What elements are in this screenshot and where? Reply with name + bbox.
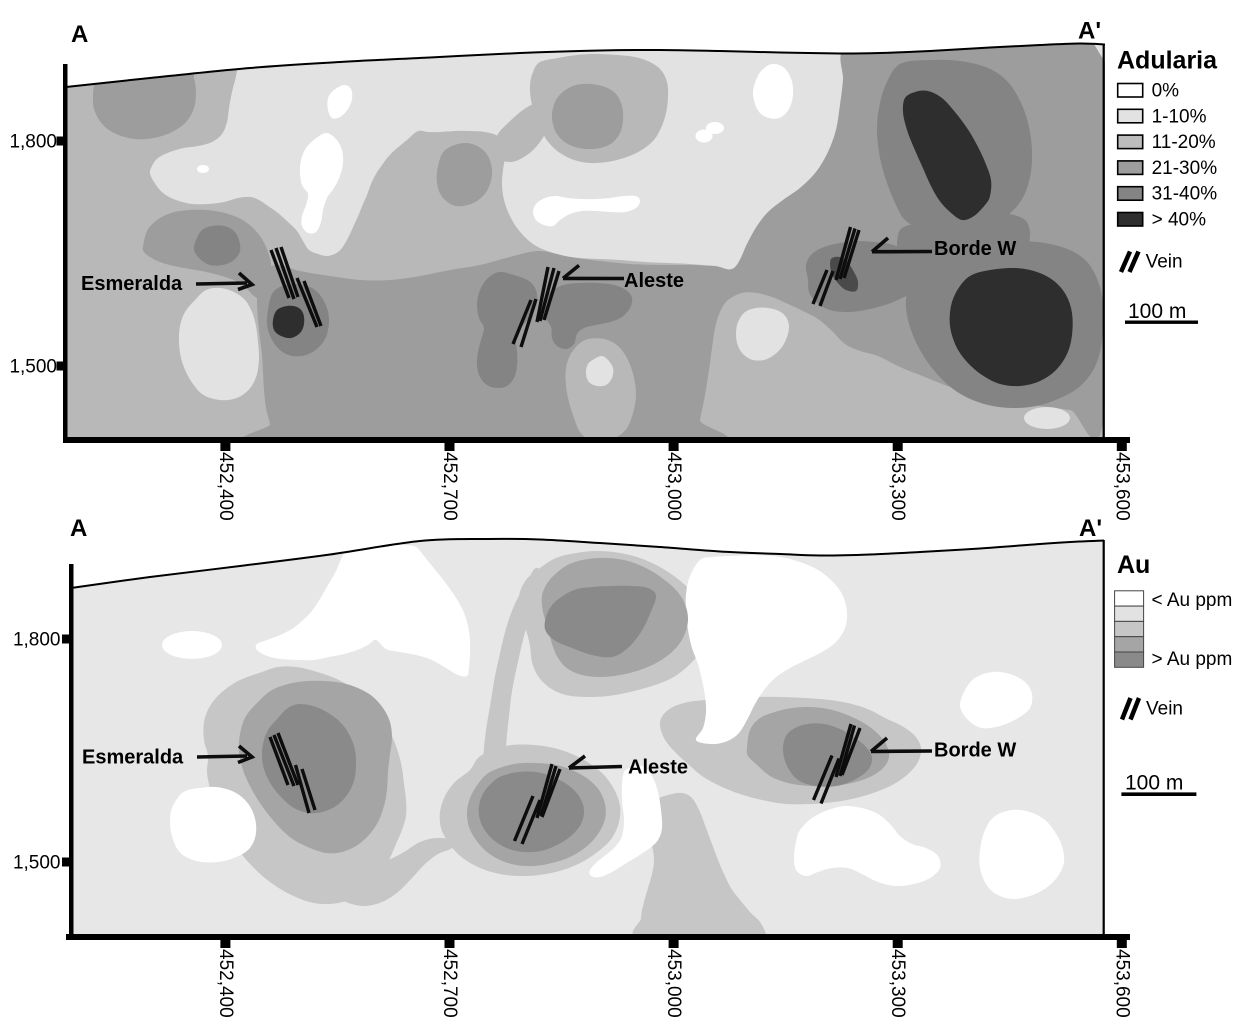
- svg-text:452,700: 452,700: [439, 949, 460, 1017]
- svg-text:1,500: 1,500: [9, 357, 57, 378]
- svg-text:1,800: 1,800: [9, 132, 57, 153]
- svg-text:Esmeralda: Esmeralda: [82, 747, 184, 769]
- svg-text:452,400: 452,400: [215, 452, 236, 521]
- svg-text:1,500: 1,500: [13, 853, 61, 874]
- svg-text:453,300: 453,300: [887, 452, 908, 521]
- svg-text:A': A': [1079, 515, 1102, 542]
- svg-text:100 m: 100 m: [1128, 300, 1186, 323]
- svg-text:< Au ppm: < Au ppm: [1152, 590, 1233, 611]
- svg-text:Adularia: Adularia: [1117, 47, 1218, 75]
- svg-text:11-20%: 11-20%: [1152, 132, 1216, 153]
- svg-text:31-40%: 31-40%: [1152, 184, 1218, 205]
- svg-text:Esmeralda: Esmeralda: [81, 273, 183, 295]
- svg-text:453,000: 453,000: [663, 452, 684, 521]
- svg-text:453,300: 453,300: [887, 949, 908, 1017]
- svg-text:A': A': [1078, 18, 1101, 45]
- svg-text:452,700: 452,700: [439, 452, 460, 521]
- svg-text:Vein: Vein: [1146, 252, 1183, 273]
- svg-text:0%: 0%: [1152, 81, 1180, 102]
- svg-text:452,400: 452,400: [215, 949, 236, 1017]
- svg-text:21-30%: 21-30%: [1152, 158, 1218, 179]
- svg-text:Borde W: Borde W: [934, 238, 1016, 260]
- svg-text:> Au ppm: > Au ppm: [1152, 649, 1233, 670]
- svg-text:Aleste: Aleste: [624, 270, 684, 292]
- svg-text:453,000: 453,000: [663, 949, 684, 1017]
- svg-text:> 40%: > 40%: [1152, 210, 1207, 231]
- svg-text:453,600: 453,600: [1111, 949, 1132, 1017]
- svg-text:1-10%: 1-10%: [1152, 106, 1207, 127]
- svg-text:A: A: [70, 515, 87, 542]
- svg-text:Borde W: Borde W: [934, 740, 1016, 762]
- svg-text:453,600: 453,600: [1111, 452, 1132, 521]
- svg-text:A: A: [71, 21, 88, 48]
- svg-text:Aleste: Aleste: [628, 757, 688, 779]
- svg-text:Vein: Vein: [1146, 699, 1183, 720]
- svg-text:1,800: 1,800: [13, 630, 61, 651]
- svg-text:Au: Au: [1117, 551, 1150, 579]
- svg-text:100 m: 100 m: [1125, 772, 1183, 795]
